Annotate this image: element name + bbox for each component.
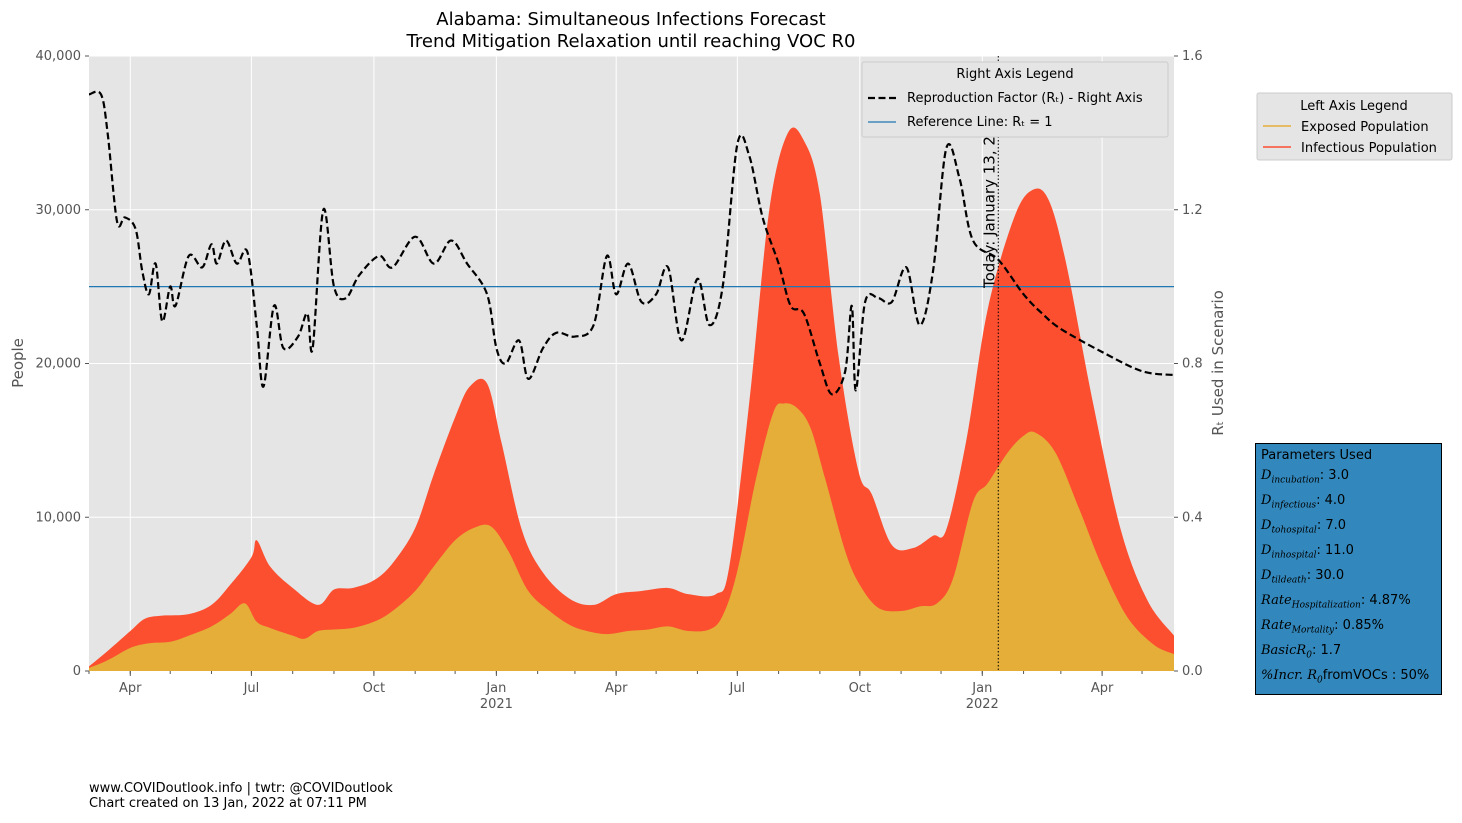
parameter-value: : 1.7 — [1311, 643, 1342, 659]
chart-subtitle: Trend Mitigation Relaxation until reachi… — [406, 31, 856, 52]
parameter-subscript: 0 — [1306, 650, 1312, 661]
x-tick-year: 2022 — [966, 697, 999, 712]
parameters-box: Parameters Used Dincubation: 3.0 Dinfecti… — [1255, 443, 1442, 696]
parameter-subscript: infectious — [1271, 500, 1317, 511]
parameter-row: Dincubation: 3.0 — [1261, 466, 1436, 491]
parameter-symbol: D — [1261, 567, 1272, 583]
parameter-symbol: D — [1261, 542, 1272, 558]
y-tick-label: 10,000 — [36, 510, 82, 525]
parameter-subscript: Mortality — [1291, 625, 1335, 636]
ref-legend-label: Reference Line: Rₜ = 1 — [907, 115, 1053, 130]
left-y-label: People — [9, 338, 27, 388]
parameters-list: Dincubation: 3.0 Dinfectious: 4.0 Dtohospi… — [1261, 466, 1436, 692]
parameter-subscript: inhospital — [1271, 550, 1317, 561]
parameter-symbol: %Incr. R — [1261, 668, 1317, 684]
parameter-value: : 30.0 — [1306, 567, 1345, 583]
x-tick-year: 2021 — [480, 697, 513, 712]
exposed-area — [89, 403, 1174, 671]
y-tick-label: 0 — [73, 664, 81, 679]
y2-tick-label: 0.8 — [1182, 357, 1203, 372]
x-tick-label: Jul — [243, 681, 260, 696]
chart-title: Alabama: Simultaneous Infections Forecas… — [436, 9, 825, 30]
parameter-subscript: Hospitalization — [1291, 600, 1361, 611]
parameter-symbol: Rate — [1261, 618, 1292, 634]
parameter-value: : 4.87% — [1360, 592, 1411, 608]
footer: www.COVIDoutlook.info | twtr: @COVIDoutl… — [89, 781, 393, 811]
x-tick-label: Apr — [119, 681, 142, 696]
parameter-subscript: incubation — [1271, 475, 1320, 486]
y2-tick-label: 0.0 — [1182, 664, 1203, 679]
parameter-subscript: tohospital — [1271, 525, 1317, 536]
parameter-row: RateHospitalization: 4.87% — [1261, 591, 1436, 616]
rt-line — [88, 90, 1175, 396]
parameter-row: Dinfectious: 4.0 — [1261, 491, 1436, 516]
x-tick-label: Jan — [485, 681, 506, 696]
y-tick-label: 40,000 — [36, 49, 82, 64]
y2-tick-label: 0.4 — [1182, 510, 1203, 525]
right-y-ticks: 0.0 0.4 0.8 1.2 1.6 — [1174, 49, 1203, 679]
x-tick-label: Jan — [971, 681, 992, 696]
x-tick-label: Jul — [728, 681, 745, 696]
right-legend-title: Right Axis Legend — [956, 67, 1073, 82]
parameter-value: : 4.0 — [1316, 492, 1346, 508]
parameter-value: : 7.0 — [1316, 517, 1346, 533]
parameter-subscript: 0 — [1316, 675, 1323, 686]
x-tick-label: Oct — [849, 681, 871, 696]
y2-tick-label: 1.2 — [1182, 203, 1203, 218]
left-axis-legend: Left Axis Legend Exposed Population Infe… — [1256, 92, 1453, 161]
parameter-value: : 0.85% — [1334, 618, 1384, 634]
y-tick-label: 30,000 — [36, 203, 82, 218]
parameter-row: %Incr. R0fromVOCs : 50% — [1261, 666, 1436, 691]
infectious-legend-label: Infectious Population — [1301, 141, 1437, 156]
parameter-symbol: Rate — [1261, 592, 1292, 608]
y-tick-label: 20,000 — [36, 357, 82, 372]
y2-tick-label: 1.6 — [1182, 49, 1203, 64]
parameter-row: BasicR0: 1.7 — [1261, 641, 1436, 666]
rt-legend-label: Reproduction Factor (Rₜ) - Right Axis — [907, 91, 1143, 106]
parameter-value: : 3.0 — [1319, 467, 1349, 483]
parameter-value: : 11.0 — [1316, 542, 1354, 558]
footer-created: Chart created on 13 Jan, 2022 at 07:11 P… — [89, 796, 367, 811]
left-legend-title: Left Axis Legend — [1300, 99, 1407, 114]
today-label: Today: January 13, 2022 — [980, 107, 998, 289]
parameter-row: Dtildeath: 30.0 — [1261, 566, 1436, 591]
footer-site: www.COVIDoutlook.info | twtr: @COVIDoutl… — [89, 781, 393, 796]
x-tick-label: Oct — [363, 681, 385, 696]
parameter-symbol: BasicR — [1261, 643, 1307, 659]
x-tick-label: Apr — [1091, 681, 1114, 696]
parameter-subscript: tildeath — [1271, 575, 1307, 586]
parameter-symbol: D — [1261, 517, 1272, 533]
parameter-row: RateMortality: 0.85% — [1261, 616, 1436, 641]
area-series — [89, 127, 1174, 671]
right-y-label: Rₜ Used in Scenario — [1209, 290, 1227, 436]
parameter-symbol: D — [1261, 467, 1272, 483]
right-axis-legend: Right Axis Legend Reproduction Factor (R… — [861, 61, 1169, 138]
parameter-row: Dinhospital: 11.0 — [1261, 541, 1436, 566]
x-tick-label: Apr — [605, 681, 628, 696]
exposed-legend-label: Exposed Population — [1301, 120, 1429, 135]
left-y-ticks: 0 10,000 20,000 30,000 40,000 — [36, 49, 89, 679]
parameter-value: fromVOCs : 50% — [1322, 668, 1430, 684]
parameter-row: Dtohospital: 7.0 — [1261, 516, 1436, 541]
parameter-symbol: D — [1261, 492, 1272, 508]
parameters-title: Parameters Used — [1261, 448, 1373, 463]
